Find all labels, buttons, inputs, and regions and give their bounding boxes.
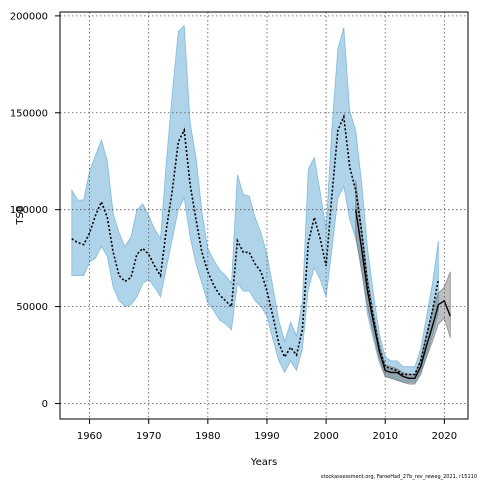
x-axis-label: Years [250,457,277,468]
x-tick-label: 1980 [195,431,220,442]
x-axis-ticks: 1960 1970 1980 1990 2000 2010 2020 [77,419,457,442]
x-tick-label: 2000 [313,431,338,442]
confidence-bands [71,24,451,385]
x-tick-label: 1970 [136,431,161,442]
y-tick-label: 50000 [16,302,48,313]
y-tick-label: 0 [42,399,48,410]
y-axis-ticks: 0 50000 100000 150000 200000 [10,11,60,410]
series-lines [71,113,451,379]
y-tick-label: 200000 [10,11,48,22]
plot-frame [59,11,469,420]
x-tick-label: 2010 [372,431,397,442]
ci-band-series-2 [355,180,451,385]
x-tick-label: 1990 [254,431,279,442]
estimate-line-series-2 [355,209,451,379]
y-tick-label: 150000 [10,108,48,119]
footnote: stockassessment.org, FaroeHad_27b_rev_re… [321,474,477,480]
x-tick-label: 1960 [77,431,102,442]
y-axis-label: TSB [15,205,26,225]
y-tick-label: 100000 [10,205,48,216]
grid-lines [60,12,468,419]
x-tick-label: 2020 [432,431,457,442]
ci-band-series-1 [71,24,439,383]
